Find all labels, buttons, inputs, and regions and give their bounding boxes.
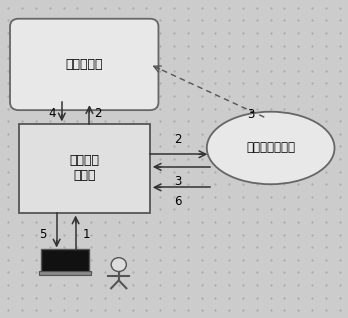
Text: 2: 2	[95, 107, 102, 120]
Text: 5: 5	[39, 228, 47, 241]
Ellipse shape	[207, 112, 334, 184]
Text: 2: 2	[175, 133, 182, 146]
Text: 6: 6	[175, 195, 182, 208]
Text: 单点登录服务器: 单点登录服务器	[246, 142, 295, 155]
FancyBboxPatch shape	[10, 19, 158, 110]
Bar	[39, 271, 91, 275]
Text: 3: 3	[247, 107, 254, 121]
Text: 4: 4	[48, 107, 55, 120]
Text: 1: 1	[82, 228, 90, 241]
Text: 访问代理
服务器: 访问代理 服务器	[69, 155, 99, 183]
Text: 3: 3	[175, 175, 182, 188]
Text: 第一子系统: 第一子系统	[65, 58, 103, 71]
Bar	[19, 124, 150, 213]
Circle shape	[111, 258, 126, 272]
FancyBboxPatch shape	[41, 249, 89, 274]
